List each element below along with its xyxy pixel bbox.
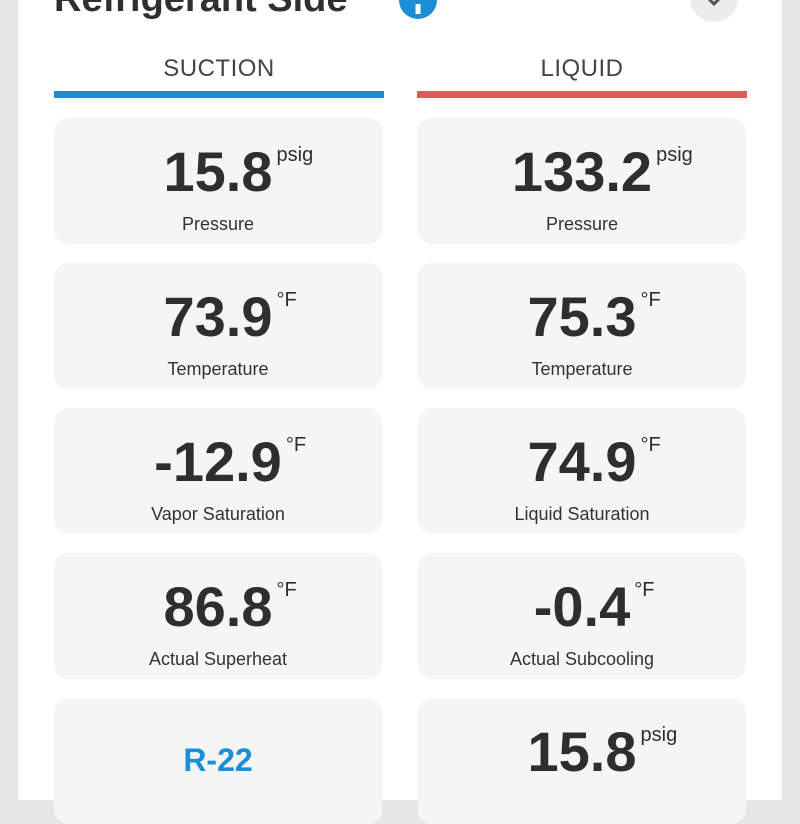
reading-card[interactable]: 86.8 °F Actual Superheat <box>54 553 382 679</box>
panel-title: Refrigerant Side <box>54 0 348 21</box>
reading-value: -0.4 °F <box>533 575 655 638</box>
reading-unit: psig <box>656 144 693 166</box>
reading-card[interactable]: R-22 <box>54 698 382 824</box>
reading-value: 74.9 °F <box>527 430 661 493</box>
reading-value: 15.8 psig <box>163 140 314 203</box>
column-underline <box>417 91 747 98</box>
screen: Refrigerant Side (() => { const data = J… <box>18 0 782 824</box>
reading-unit: °F <box>640 289 661 311</box>
reading-unit: °F <box>276 579 297 601</box>
reading-unit: °F <box>285 434 307 456</box>
column-title: LIQUID <box>540 55 624 82</box>
reading-card[interactable]: 73.9 °F Temperature <box>54 263 382 389</box>
reading-card[interactable]: 15.8 psig Pressure <box>54 118 382 244</box>
reading-label: Liquid Saturation <box>514 504 650 524</box>
reading-label: Vapor Saturation <box>151 504 285 524</box>
reading-unit: °F <box>634 579 655 601</box>
reading-card[interactable]: -0.4 °F Actual Subcooling <box>418 553 746 679</box>
reading-card[interactable]: 15.8 psig <box>418 698 746 824</box>
reading-card[interactable]: 74.9 °F Liquid Saturation <box>418 408 746 534</box>
reading-unit: psig <box>640 724 678 746</box>
reading-card[interactable]: -12.9 °F Vapor Saturation <box>54 408 382 534</box>
reading-label: Temperature <box>167 359 269 379</box>
reading-value: 86.8 °F <box>163 575 297 638</box>
reading-label: Actual Subcooling <box>509 649 655 669</box>
reading-value: 73.9 °F <box>163 285 297 348</box>
close-button[interactable] <box>688 0 742 26</box>
reading-card[interactable]: 75.3 °F Temperature <box>418 263 746 389</box>
reading-label: Actual Superheat <box>148 649 288 669</box>
reading-label: Pressure <box>545 214 619 234</box>
column-underline <box>54 91 384 98</box>
reading-label: Pressure <box>181 214 255 234</box>
reading-value: R-22 <box>183 742 253 778</box>
reading-value: 75.3 °F <box>527 285 661 348</box>
reading-unit: °F <box>640 434 661 456</box>
reading-card[interactable]: 133.2 psig Pressure <box>418 118 746 244</box>
reading-value: -12.9 °F <box>154 430 307 493</box>
reading-unit: °F <box>276 289 297 311</box>
reading-value: 15.8 psig <box>527 720 678 783</box>
reading-unit: psig <box>276 144 314 166</box>
reading-value: 133.2 psig <box>511 140 693 203</box>
reading-label: Temperature <box>531 359 633 379</box>
column-title: SUCTION <box>163 55 275 82</box>
info-icon[interactable] <box>399 0 439 22</box>
